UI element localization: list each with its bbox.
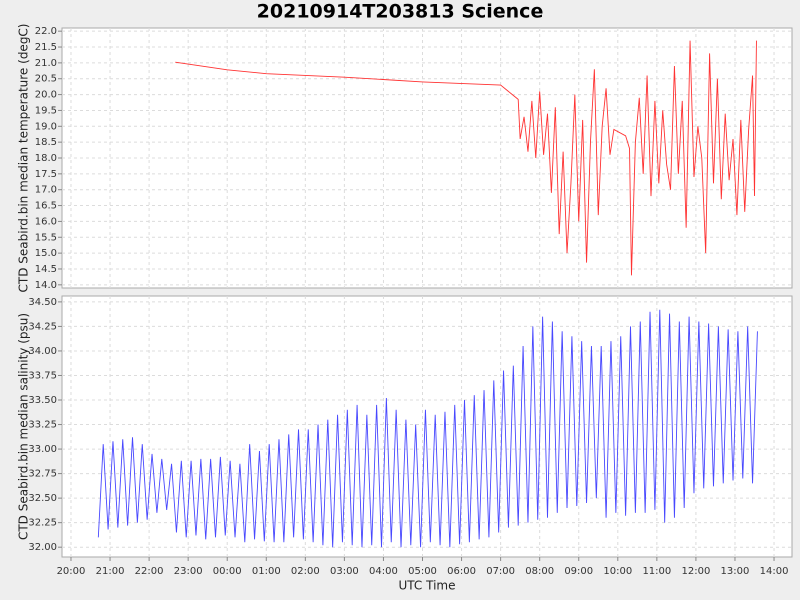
y-tick-label: 34.00: [28, 346, 57, 357]
x-tick-label: 23:00: [174, 566, 203, 577]
data-line: [97, 309, 758, 548]
y-tick-label: 15.5: [35, 232, 57, 243]
y-tick-label: 34.25: [28, 321, 57, 332]
y-tick-label: 14.5: [35, 264, 57, 275]
y-tick-label: 20.5: [35, 74, 57, 85]
y-tick-label: 32.25: [28, 518, 57, 529]
x-tick-label: 06:00: [447, 566, 476, 577]
x-tick-label: 14:00: [760, 566, 789, 577]
x-tick-label: 03:00: [330, 566, 359, 577]
x-axis-label: UTC Time: [399, 579, 456, 593]
y-axis-label: CTD Seabird.bin median temperature (degC…: [17, 24, 31, 293]
y-tick-label: 17.5: [35, 169, 57, 180]
y-tick-label: 34.50: [28, 297, 57, 308]
x-tick-label: 10:00: [603, 566, 632, 577]
x-tick-label: 22:00: [135, 566, 164, 577]
x-tick-label: 04:00: [369, 566, 398, 577]
x-tick-label: 12:00: [682, 566, 711, 577]
x-tick-label: 00:00: [213, 566, 242, 577]
x-tick-label: 08:00: [525, 566, 554, 577]
y-tick-label: 32.50: [28, 493, 57, 504]
x-tick-label: 20:00: [57, 566, 86, 577]
x-tick-label: 07:00: [486, 566, 515, 577]
y-tick-label: 15.0: [35, 248, 57, 259]
x-tick-label: 11:00: [642, 566, 671, 577]
x-tick-label: 13:00: [721, 566, 750, 577]
chart-title: 20210914T203813 Science: [257, 1, 544, 23]
x-tick-label: 05:00: [408, 566, 437, 577]
data-line: [175, 40, 757, 276]
y-tick-label: 19.0: [35, 121, 57, 132]
y-tick-label: 32.00: [28, 542, 57, 553]
y-tick-label: 16.5: [35, 201, 57, 212]
y-tick-label: 32.75: [28, 469, 57, 480]
x-tick-label: 21:00: [96, 566, 125, 577]
y-tick-label: 18.5: [35, 137, 57, 148]
y-tick-label: 33.25: [28, 420, 57, 431]
y-tick-label: 17.0: [35, 185, 57, 196]
y-tick-label: 21.5: [35, 42, 57, 53]
x-tick-label: 09:00: [564, 566, 593, 577]
y-tick-label: 18.0: [35, 153, 57, 164]
x-tick-label: 01:00: [252, 566, 281, 577]
y-tick-label: 33.50: [28, 395, 57, 406]
y-tick-label: 33.75: [28, 370, 57, 381]
y-tick-label: 16.0: [35, 216, 57, 227]
y-axis-label: CTD Seabird.bin median salinity (psu): [17, 313, 31, 540]
y-tick-label: 20.0: [35, 90, 57, 101]
y-tick-label: 19.5: [35, 105, 57, 116]
y-tick-label: 21.0: [35, 58, 57, 69]
x-tick-label: 02:00: [291, 566, 320, 577]
y-tick-label: 33.00: [28, 444, 57, 455]
y-tick-label: 14.0: [35, 280, 57, 291]
y-tick-label: 22.0: [35, 26, 57, 37]
